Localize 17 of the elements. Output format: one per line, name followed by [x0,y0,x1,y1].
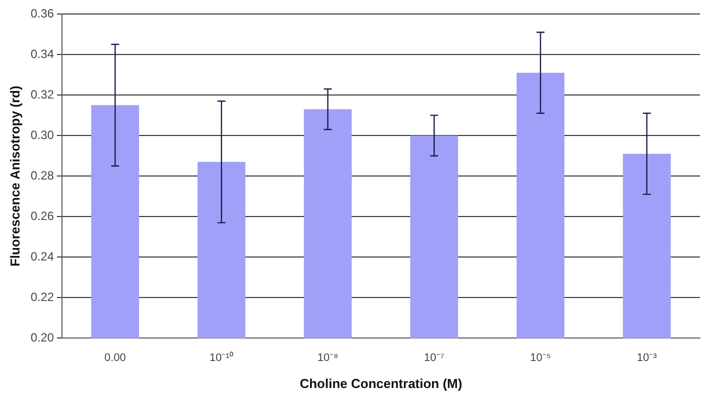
x-tick-label: 10⁻⁷ [424,352,444,364]
y-tick-label: 0.22 [30,290,54,304]
y-tick-label: 0.36 [30,6,54,20]
x-tick-label: 10⁻⁸ [317,352,338,364]
x-tick-label: 10⁻³ [636,352,658,364]
y-tick-label: 0.34 [30,46,54,61]
y-tick-label: 0.26 [30,208,54,223]
x-tick-label: 0.00 [104,352,126,364]
y-tick-label: 0.24 [30,249,54,264]
y-tick-label: 0.32 [30,87,54,102]
y-axis-title: Fluorescence Anisotropy (rd) [7,86,22,267]
y-tick-label: 0.28 [30,168,54,182]
y-tick-label: 0.30 [30,128,54,142]
x-tick-label: 10⁻⁵ [530,352,551,364]
y-tick-label: 0.20 [30,330,54,345]
x-axis-title: Choline Concentration (M) [300,376,462,391]
x-tick-label: 10⁻¹⁰ [210,350,234,364]
